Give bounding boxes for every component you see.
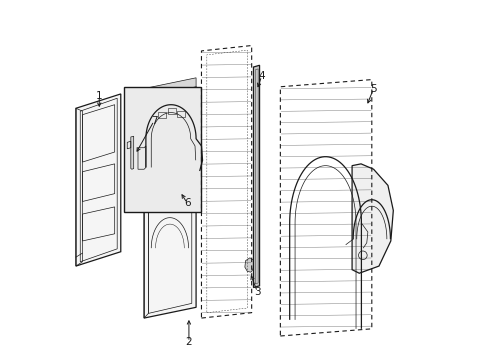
Bar (168, 108, 176, 114)
Polygon shape (144, 78, 196, 98)
Bar (158, 112, 166, 118)
Text: 6: 6 (183, 198, 190, 208)
Text: 5: 5 (369, 84, 376, 94)
Polygon shape (253, 65, 259, 288)
Polygon shape (351, 164, 392, 273)
Polygon shape (76, 94, 121, 266)
Polygon shape (131, 136, 133, 169)
Bar (177, 111, 185, 117)
Text: 2: 2 (185, 337, 192, 347)
Text: 3: 3 (254, 287, 260, 297)
Polygon shape (144, 87, 196, 318)
Bar (124, 87, 201, 212)
Text: 1: 1 (96, 91, 102, 101)
Text: 4: 4 (258, 71, 264, 81)
Polygon shape (244, 258, 254, 272)
Text: 7: 7 (150, 116, 157, 126)
